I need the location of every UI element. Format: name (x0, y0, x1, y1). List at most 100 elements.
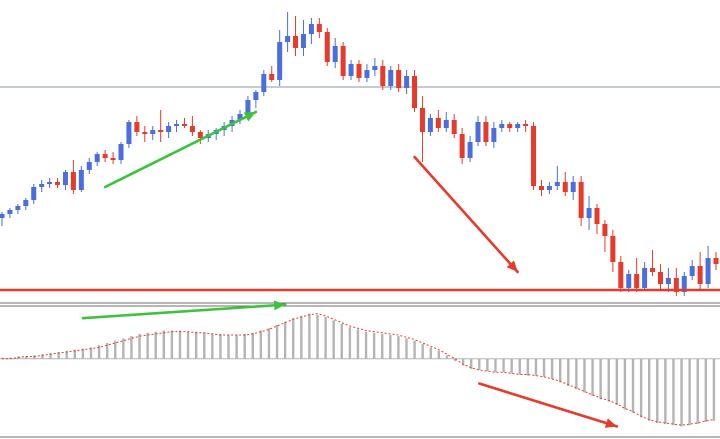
histogram-bar (162, 330, 165, 359)
candle (300, 20, 306, 56)
candle (713, 252, 719, 270)
histogram-bar (25, 356, 28, 359)
histogram-bar (599, 358, 602, 400)
histogram-bar (130, 336, 133, 359)
histogram-bar (429, 347, 432, 359)
uptrend-arrow-shaft (103, 110, 258, 189)
histogram-bar (526, 358, 530, 376)
candle (189, 116, 195, 136)
candle-body (570, 182, 576, 192)
histogram-bar (453, 358, 457, 361)
candle (610, 230, 616, 272)
candle (650, 250, 656, 276)
candle (364, 64, 370, 82)
candle (15, 204, 21, 214)
histogram-bar (211, 333, 214, 359)
histogram-bar (186, 331, 190, 359)
candle-body (515, 124, 521, 128)
downtrend-arrow-shaft (413, 155, 519, 274)
candle (443, 112, 449, 132)
candle (118, 142, 124, 164)
candle-body (15, 206, 21, 210)
histogram-bar (631, 358, 635, 413)
candle (7, 208, 13, 218)
candle-body (705, 258, 711, 284)
candle (523, 120, 529, 132)
candle-body (554, 182, 560, 186)
candle-body (308, 24, 314, 34)
candle (538, 180, 544, 196)
histogram-bar (154, 331, 157, 359)
candle-body (110, 158, 116, 160)
indicator-uptrend-arrow-shaft (81, 303, 287, 320)
histogram-bar (478, 358, 481, 370)
histogram-bar (138, 333, 141, 359)
histogram-bar (647, 358, 651, 421)
candle-body (689, 266, 695, 276)
candle-body (602, 224, 608, 236)
candle (435, 110, 441, 132)
candle (94, 152, 100, 166)
histogram-bar (664, 358, 667, 425)
candle (673, 268, 679, 296)
candle (47, 178, 53, 188)
candle (602, 220, 608, 252)
histogram-bar (105, 342, 109, 359)
histogram-bar (704, 358, 708, 422)
histogram-bar (194, 331, 198, 359)
candle-body (277, 42, 283, 80)
candle (459, 128, 465, 164)
histogram-bar (348, 327, 352, 359)
candle (618, 256, 624, 292)
histogram-bar (292, 318, 295, 359)
indicator-uptrend-arrow-head (273, 300, 286, 311)
candle (594, 204, 600, 234)
candle-body (261, 74, 267, 92)
candle (380, 60, 386, 90)
candle (491, 122, 497, 148)
candle-body (435, 118, 441, 128)
candle (31, 184, 37, 204)
candle (324, 28, 330, 66)
candle (134, 116, 140, 136)
histogram-bar (0, 357, 4, 359)
candle (515, 122, 521, 132)
candle (467, 136, 473, 162)
candle (642, 262, 648, 290)
candle (562, 172, 568, 196)
candle-body (348, 64, 354, 76)
histogram-bar (259, 330, 263, 359)
candle (665, 268, 671, 292)
candle-body (419, 108, 425, 132)
candle (705, 246, 711, 288)
candle-body (7, 210, 13, 214)
downtrend-arrow (413, 155, 519, 274)
candle-body (332, 46, 338, 62)
indicator-downtrend-arrow-head (604, 418, 617, 428)
candle-body (316, 24, 322, 32)
candle-body (364, 70, 370, 78)
candle-body (70, 172, 76, 190)
histogram-bar (397, 336, 400, 359)
histogram-bar (688, 358, 691, 426)
histogram-bar (470, 358, 473, 369)
histogram-bar (575, 358, 578, 390)
candle-body (451, 120, 457, 134)
histogram-bar (65, 350, 68, 359)
candle (419, 96, 425, 162)
candle-body (634, 274, 640, 288)
candle-body (578, 182, 584, 218)
candle-body (531, 126, 537, 186)
histogram-bar (494, 358, 497, 373)
histogram-bar (615, 358, 619, 405)
candle (158, 110, 164, 142)
histogram-bar (8, 357, 12, 359)
candle-body (0, 214, 5, 218)
indicator-downtrend-arrow-shaft (478, 382, 619, 428)
candle (372, 58, 378, 76)
candle-body (86, 162, 92, 170)
histogram-bar (243, 333, 246, 359)
candle-body (55, 182, 61, 185)
histogram-bar (445, 355, 449, 359)
candle (308, 18, 314, 44)
